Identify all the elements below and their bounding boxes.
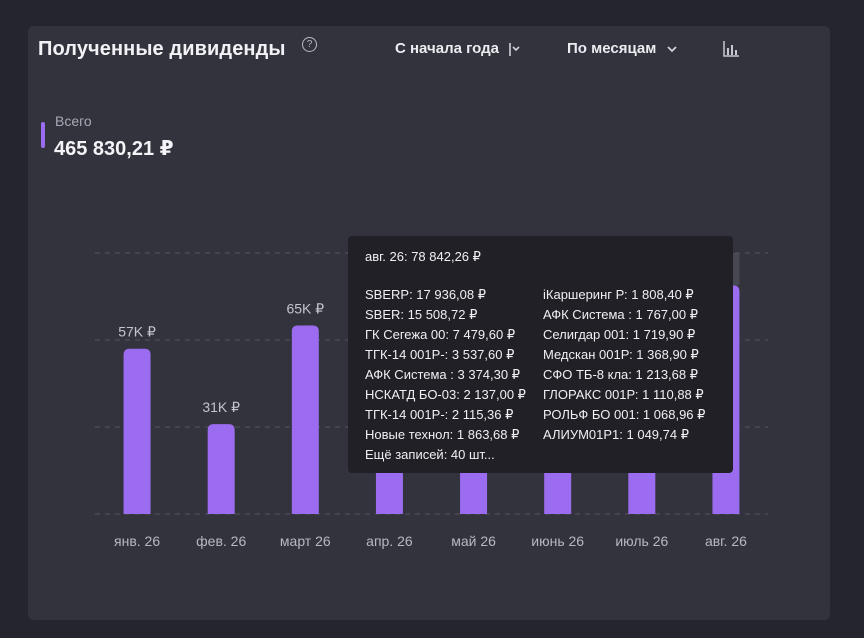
chevron-down-icon xyxy=(667,45,677,52)
legend-label: Всего xyxy=(55,113,92,129)
period-select-label: С начала года xyxy=(395,40,499,57)
tooltip-row: АФК Система : 1 767,00 ₽ xyxy=(543,307,698,322)
grouping-select[interactable]: По месяцам xyxy=(567,40,678,57)
tooltip-row: АФК Система : 3 374,30 ₽ xyxy=(365,367,520,382)
x-tick-label: май 26 xyxy=(451,533,496,549)
x-tick-label: июнь 26 xyxy=(531,533,584,549)
bar-chart-icon[interactable] xyxy=(722,40,740,58)
legend-total: 465 830,21 ₽ xyxy=(54,138,174,160)
tooltip-row: НСКАТД БО-03: 2 137,00 ₽ xyxy=(365,387,526,402)
tooltip-row: ТГК-14 001Р-: 3 537,60 ₽ xyxy=(365,347,515,362)
tooltip-row: ГК Сегежа 00: 7 479,60 ₽ xyxy=(365,327,516,342)
tooltip-row: iКаршеринг Р: 1 808,40 ₽ xyxy=(543,287,694,302)
bar-2 xyxy=(291,325,319,514)
legend-color-marker xyxy=(41,122,45,148)
bar-1 xyxy=(207,424,235,514)
grouping-select-label: По месяцам xyxy=(567,40,657,57)
tooltip-row: СФО ТБ-8 кла: 1 213,68 ₽ xyxy=(543,367,698,382)
data-label: 57K ₽ xyxy=(118,324,156,340)
data-label: 65K ₽ xyxy=(286,301,324,317)
tooltip-row: SBERP: 17 936,08 ₽ xyxy=(365,287,487,302)
bar-0 xyxy=(123,348,151,514)
x-tick-label: апр. 26 xyxy=(366,533,413,549)
calendar-filter-icon xyxy=(509,42,520,56)
x-tick-label: март 26 xyxy=(280,533,331,549)
tooltip-row: АЛИУМ01Р1: 1 049,74 ₽ xyxy=(543,427,689,442)
x-tick-label: янв. 26 xyxy=(114,533,160,549)
tooltip-row: ГЛОРАКС 001Р: 1 110,88 ₽ xyxy=(543,387,704,402)
x-tick-label: фев. 26 xyxy=(196,533,246,549)
tooltip-header: авг. 26: 78 842,26 ₽ xyxy=(365,249,481,264)
help-icon[interactable]: ? xyxy=(302,37,317,52)
chart-tooltip: авг. 26: 78 842,26 ₽ SBERP: 17 936,08 ₽ S… xyxy=(348,236,733,473)
data-label: 31K ₽ xyxy=(202,399,240,415)
period-select[interactable]: С начала года xyxy=(395,40,521,57)
tooltip-row: РОЛЬФ БО 001: 1 068,96 ₽ xyxy=(543,407,706,422)
tooltip-row: SBER: 15 508,72 ₽ xyxy=(365,307,478,322)
tooltip-row: ТГК-14 001Р-: 2 115,36 ₽ xyxy=(365,407,514,422)
tooltip-left-column: SBERP: 17 936,08 ₽ SBER: 15 508,72 ₽ ГК Се… xyxy=(365,285,526,465)
tooltip-row: Селигдар 001: 1 719,90 ₽ xyxy=(543,327,696,342)
x-tick-label: июль 26 xyxy=(615,533,668,549)
x-tick-label: авг. 26 xyxy=(705,533,747,549)
tooltip-row: Новые технол: 1 863,68 ₽ xyxy=(365,427,520,442)
tooltip-row: Медскан 001Р: 1 368,90 ₽ xyxy=(543,347,699,362)
tooltip-row: Ещё записей: 40 шт... xyxy=(365,447,495,462)
widget-title: Полученные дивиденды xyxy=(38,38,286,60)
tooltip-right-column: iКаршеринг Р: 1 808,40 ₽ АФК Система : 1 … xyxy=(543,285,705,445)
